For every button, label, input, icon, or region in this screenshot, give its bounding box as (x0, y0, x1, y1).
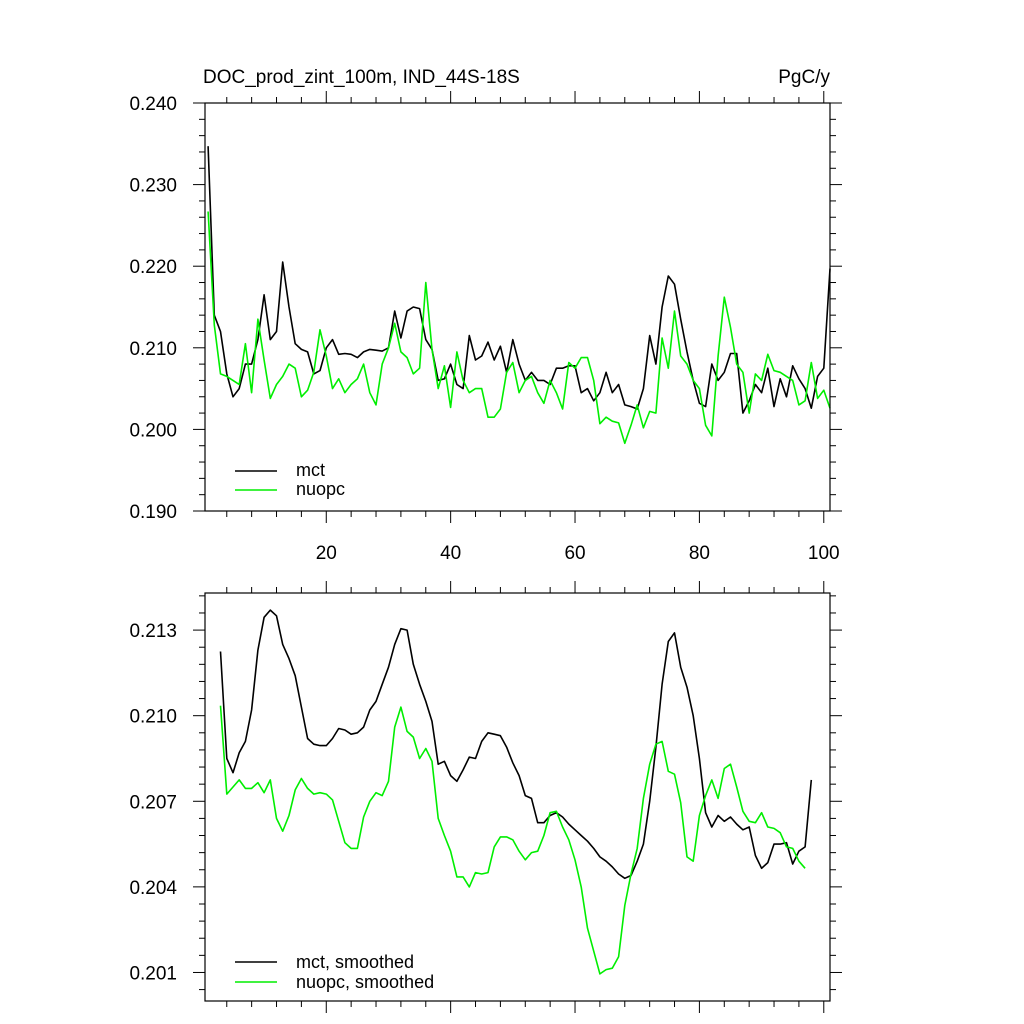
top-y-tick-label: 0.190 (129, 502, 177, 523)
top-lines (207, 146, 831, 445)
bottom-panel: 0.201 0.204 0.207 0.210 0.213 mct, smoothed … (129, 581, 842, 1013)
top-y-tick-label: 0.220 (129, 257, 177, 278)
bottom-series-line-nuopc-smoothed (219, 705, 806, 975)
top-x-tick-label: 80 (689, 543, 710, 564)
bottom-ticks: 0.201 0.204 0.207 0.210 0.213 (129, 581, 842, 1013)
top-ticks: 20 40 60 80 100 0.190 0.200 0.210 0.220 0.230 0.24… (129, 91, 842, 564)
top-plot-frame (204, 102, 831, 512)
top-series-line-mct (207, 146, 831, 414)
legend-label-mct: mct (296, 460, 325, 480)
top-y-tick-label: 0.230 (129, 176, 177, 197)
bottom-y-tick-label: 0.204 (129, 878, 177, 899)
bottom-y-tick-label: 0.210 (129, 707, 177, 728)
bottom-legend: mct, smoothed nuopc, smoothed (235, 952, 434, 992)
legend-label-mct-smoothed: mct, smoothed (296, 952, 414, 972)
top-x-tick-label: 40 (440, 543, 461, 564)
top-y-tick-label: 0.210 (129, 339, 177, 360)
bottom-y-tick-label: 0.207 (129, 792, 177, 813)
top-y-tick-label: 0.240 (129, 94, 177, 115)
bottom-y-tick-label: 0.201 (129, 963, 177, 984)
top-x-tick-label: 20 (316, 543, 337, 564)
top-x-tick-label: 100 (808, 543, 840, 564)
chart-title-left: DOC_prod_zint_100m, IND_44S-18S (203, 67, 520, 88)
bottom-lines (219, 609, 813, 975)
top-y-tick-label: 0.200 (129, 420, 177, 441)
bottom-series-line-mct-smoothed (219, 609, 813, 880)
bottom-plot-frame (204, 592, 831, 1002)
top-series-line-nuopc (207, 211, 831, 445)
top-legend: mct nuopc (235, 460, 345, 499)
top-x-tick-label: 60 (564, 543, 585, 564)
bottom-y-tick-label: 0.213 (129, 621, 177, 642)
top-panel: DOC_prod_zint_100m, IND_44S-18S PgC/y 20… (129, 67, 842, 564)
legend-label-nuopc-smoothed: nuopc, smoothed (296, 972, 434, 992)
chart-title-right: PgC/y (778, 67, 830, 88)
legend-label-nuopc: nuopc (296, 479, 345, 499)
